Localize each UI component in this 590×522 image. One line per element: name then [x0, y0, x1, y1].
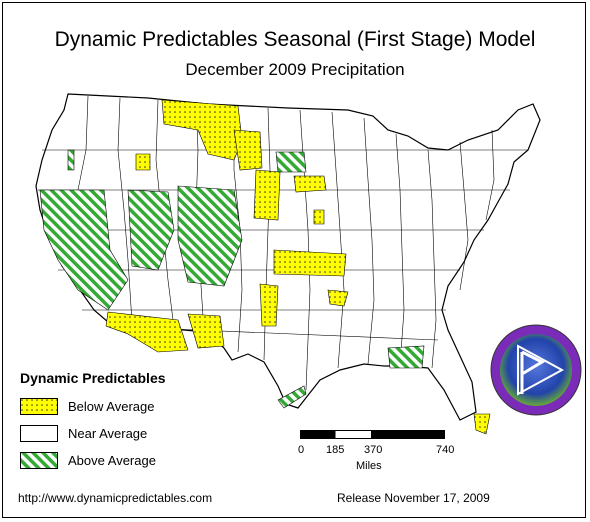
footer-url[interactable]: http://www.dynamicpredictables.com [18, 491, 213, 505]
scale-bar [300, 430, 445, 439]
near-average-swatch [20, 424, 58, 442]
map-title: Dynamic Predictables Seasonal (First Sta… [54, 28, 536, 51]
legend-title: Dynamic Predictables [20, 370, 166, 386]
scale-tick-740: 740 [436, 444, 455, 456]
below-average-swatch [20, 397, 58, 415]
below-average-regions [105, 99, 491, 435]
above-average-swatch [20, 451, 58, 469]
map-frame [2, 2, 586, 518]
scale-tick-370: 370 [364, 444, 383, 456]
scale-units: Miles [356, 460, 382, 472]
legend-item-above: Above Average [20, 450, 156, 470]
legend-label-near: Near Average [68, 425, 148, 441]
legend-label-below: Below Average [68, 398, 155, 414]
scale-tick-185: 185 [326, 444, 345, 456]
us-climate-division-map [35, 93, 541, 435]
above-average-regions [39, 149, 425, 409]
footer-release: Release November 17, 2009 [337, 491, 490, 505]
legend-label-above: Above Average [68, 452, 156, 468]
scale-tick-0: 0 [298, 444, 305, 456]
map-subtitle: December 2009 Precipitation [185, 60, 405, 79]
legend-item-below: Below Average [20, 396, 155, 416]
legend-item-near: Near Average [20, 423, 147, 443]
dynamic-predictables-logo [490, 324, 582, 416]
